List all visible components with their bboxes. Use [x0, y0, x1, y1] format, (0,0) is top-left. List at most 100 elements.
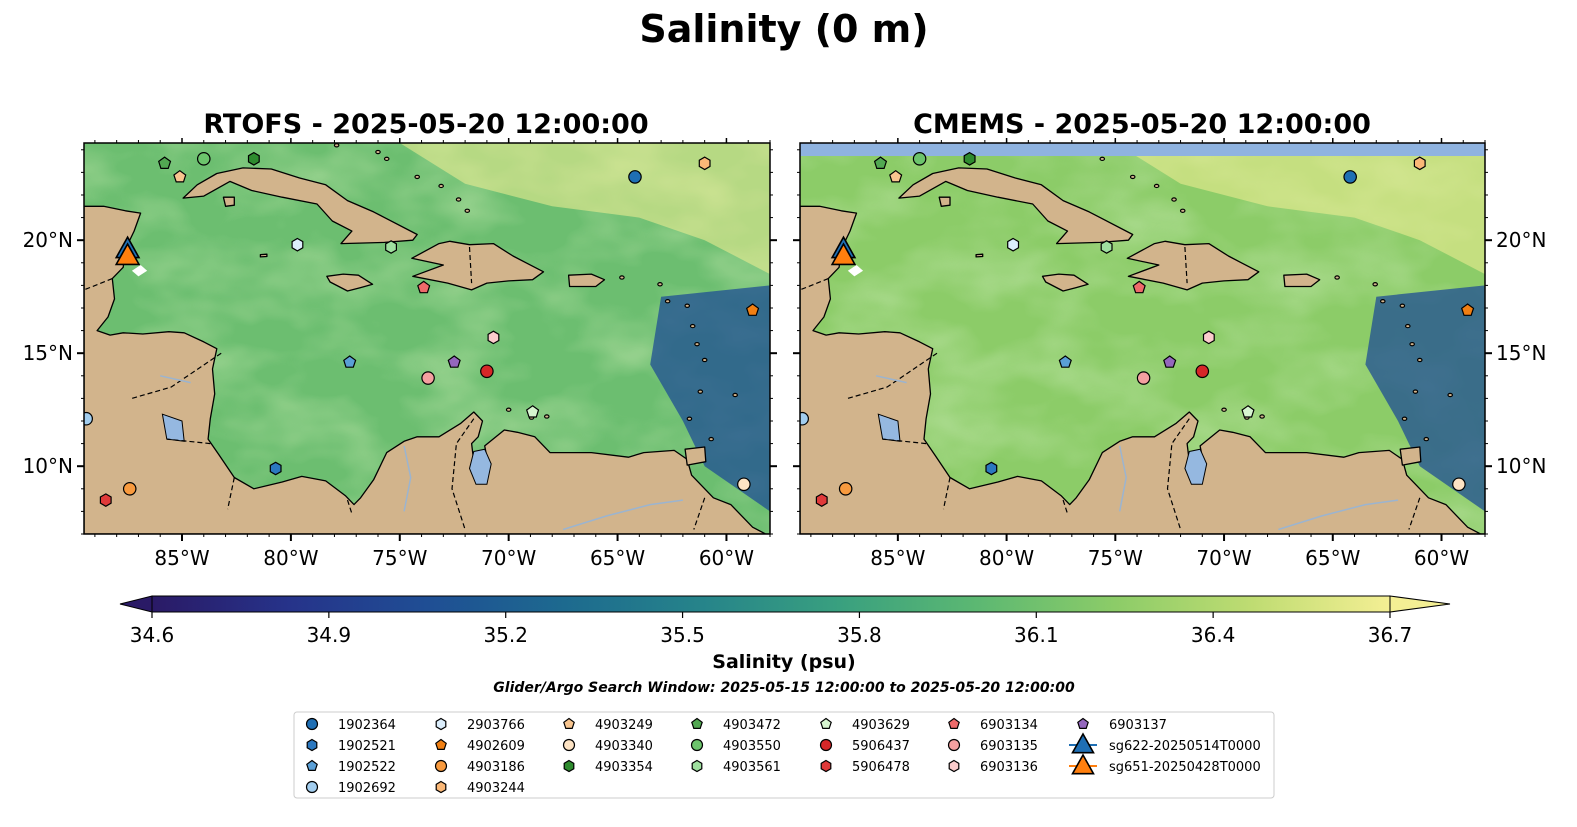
- small-island: [1379, 299, 1386, 304]
- marker-1902522: [343, 355, 357, 368]
- small-island: [438, 183, 444, 189]
- land-puertorico: [567, 273, 606, 288]
- country-border: [131, 352, 222, 399]
- colorbar-tick-label: 36.7: [1368, 623, 1413, 647]
- marker-6903137: [1163, 355, 1177, 368]
- marker-1902692: [84, 411, 93, 426]
- map-panel-cmems: CMEMS - 2025-05-20 12:00:00 85°W 80°W 75°W…: [793, 109, 1546, 570]
- country-border: [346, 499, 353, 514]
- small-island: [1099, 156, 1106, 162]
- colorbar: 34.6 34.9 35.2 35.5 35.8 36.1 36.4 36.7 Salinit…: [119, 595, 1451, 673]
- legend-glider-icon: [1071, 732, 1095, 754]
- legend-item-label: 4903629: [852, 718, 910, 733]
- marker-4903550: [196, 152, 211, 166]
- colorbar-tick-label: 36.1: [1014, 623, 1059, 647]
- small-island: [684, 303, 691, 308]
- marker-4903244: [698, 156, 711, 171]
- river: [160, 375, 191, 384]
- small-island: [1153, 183, 1160, 189]
- lat-tick-label: 10°N: [23, 454, 73, 478]
- marker-4903472: [157, 156, 172, 169]
- lon-tick-label: 65°W: [590, 546, 645, 570]
- marker-4903186: [838, 481, 853, 496]
- colorbar-tick-label: 34.9: [307, 623, 352, 647]
- marker-4903354: [247, 151, 260, 166]
- river: [1118, 445, 1127, 512]
- lat-tick-label: 20°N: [1496, 228, 1546, 252]
- country-border: [1062, 499, 1069, 514]
- glider-track: [847, 265, 864, 277]
- legend-item-label: 4903340: [595, 739, 653, 754]
- lon-tick-label: 75°W: [1088, 546, 1143, 570]
- legend-item-label: sg622-20250514T0000: [1109, 739, 1261, 754]
- small-island: [701, 357, 708, 363]
- legend-item-label: 1902692: [338, 781, 396, 796]
- legend-glider-icon: [1071, 753, 1095, 775]
- small-island: [1259, 414, 1265, 419]
- lon-tick-label: 80°W: [263, 546, 318, 570]
- lon-tick-label: 85°W: [870, 546, 925, 570]
- lon-tick-label: 70°W: [1196, 546, 1251, 570]
- legend-marker-icon: [434, 759, 448, 773]
- lat-tick-label: 20°N: [23, 228, 73, 252]
- marker-6903136: [1202, 330, 1215, 345]
- marker-legend: 1902364 1902521 1902522 1902692 2903766 49026…: [293, 711, 1275, 799]
- colorbar-tick-label: 36.4: [1191, 623, 1236, 647]
- small-island: [505, 407, 512, 412]
- legend-marker-icon: [563, 717, 575, 730]
- marker-4903249: [889, 169, 903, 183]
- colorbar-ticks: 34.6 34.9 35.2 35.5 35.8 36.1 36.4 36.7: [130, 612, 1413, 647]
- small-island: [619, 275, 625, 280]
- legend-marker-icon: [306, 738, 318, 752]
- colorbar-label: Salinity (psu): [712, 651, 855, 673]
- lon-tick-label: 60°W: [699, 546, 754, 570]
- colorbar-tick-label: 35.2: [483, 623, 528, 647]
- colorbar-bar: [151, 595, 1391, 613]
- colorbar-tick-label: 34.6: [130, 623, 175, 647]
- country-border: [800, 278, 829, 291]
- marker-6903135: [1136, 371, 1151, 385]
- country-border: [451, 418, 475, 530]
- country-border: [84, 278, 113, 291]
- marker-6903134: [417, 280, 431, 294]
- glider-sg651-20250428T0000: [830, 242, 857, 266]
- land-caymanL: [975, 253, 984, 258]
- legend-frame: [293, 711, 1275, 799]
- marker-4903340: [737, 477, 751, 492]
- small-island: [383, 156, 390, 162]
- country-border: [166, 438, 211, 445]
- small-island: [455, 197, 462, 202]
- land-jamaica: [1041, 273, 1089, 292]
- legend-marker-icon: [562, 738, 576, 752]
- legend-item-label: 4903249: [595, 718, 653, 733]
- colorbar-tick-label: 35.8: [837, 623, 882, 647]
- map-panel-rtofs: RTOFS - 2025-05-20 12:00:00 85°W 80°W 75°W…: [23, 109, 777, 570]
- marker-1902364: [628, 170, 642, 184]
- small-island: [694, 341, 700, 347]
- marker-4903561: [385, 240, 397, 254]
- country-border: [693, 497, 706, 530]
- lon-tick-label: 60°W: [1414, 546, 1469, 570]
- map-frame: [799, 142, 1486, 535]
- small-island: [1399, 303, 1406, 308]
- marker-6903134: [1132, 280, 1146, 294]
- lat-tick-label: 15°N: [1496, 341, 1546, 365]
- lon-tick-label: 70°W: [481, 546, 536, 570]
- small-island: [1129, 174, 1136, 180]
- small-island: [708, 436, 715, 442]
- small-island: [375, 149, 381, 155]
- marker-4903186: [122, 481, 137, 496]
- river: [403, 445, 412, 512]
- land-caymanL: [259, 253, 268, 258]
- legend-item-label: 6903135: [980, 739, 1038, 754]
- country-border: [1166, 418, 1190, 530]
- legend-marker-icon: [305, 717, 319, 731]
- lon-tick-label: 75°W: [372, 546, 427, 570]
- glider-track: [131, 265, 148, 277]
- marker-5906478: [99, 493, 112, 507]
- panel-title-rtofs: RTOFS - 2025-05-20 12:00:00: [203, 109, 648, 140]
- small-island: [1409, 341, 1415, 347]
- legend-item-label: 6903134: [980, 718, 1038, 733]
- small-island: [732, 392, 738, 398]
